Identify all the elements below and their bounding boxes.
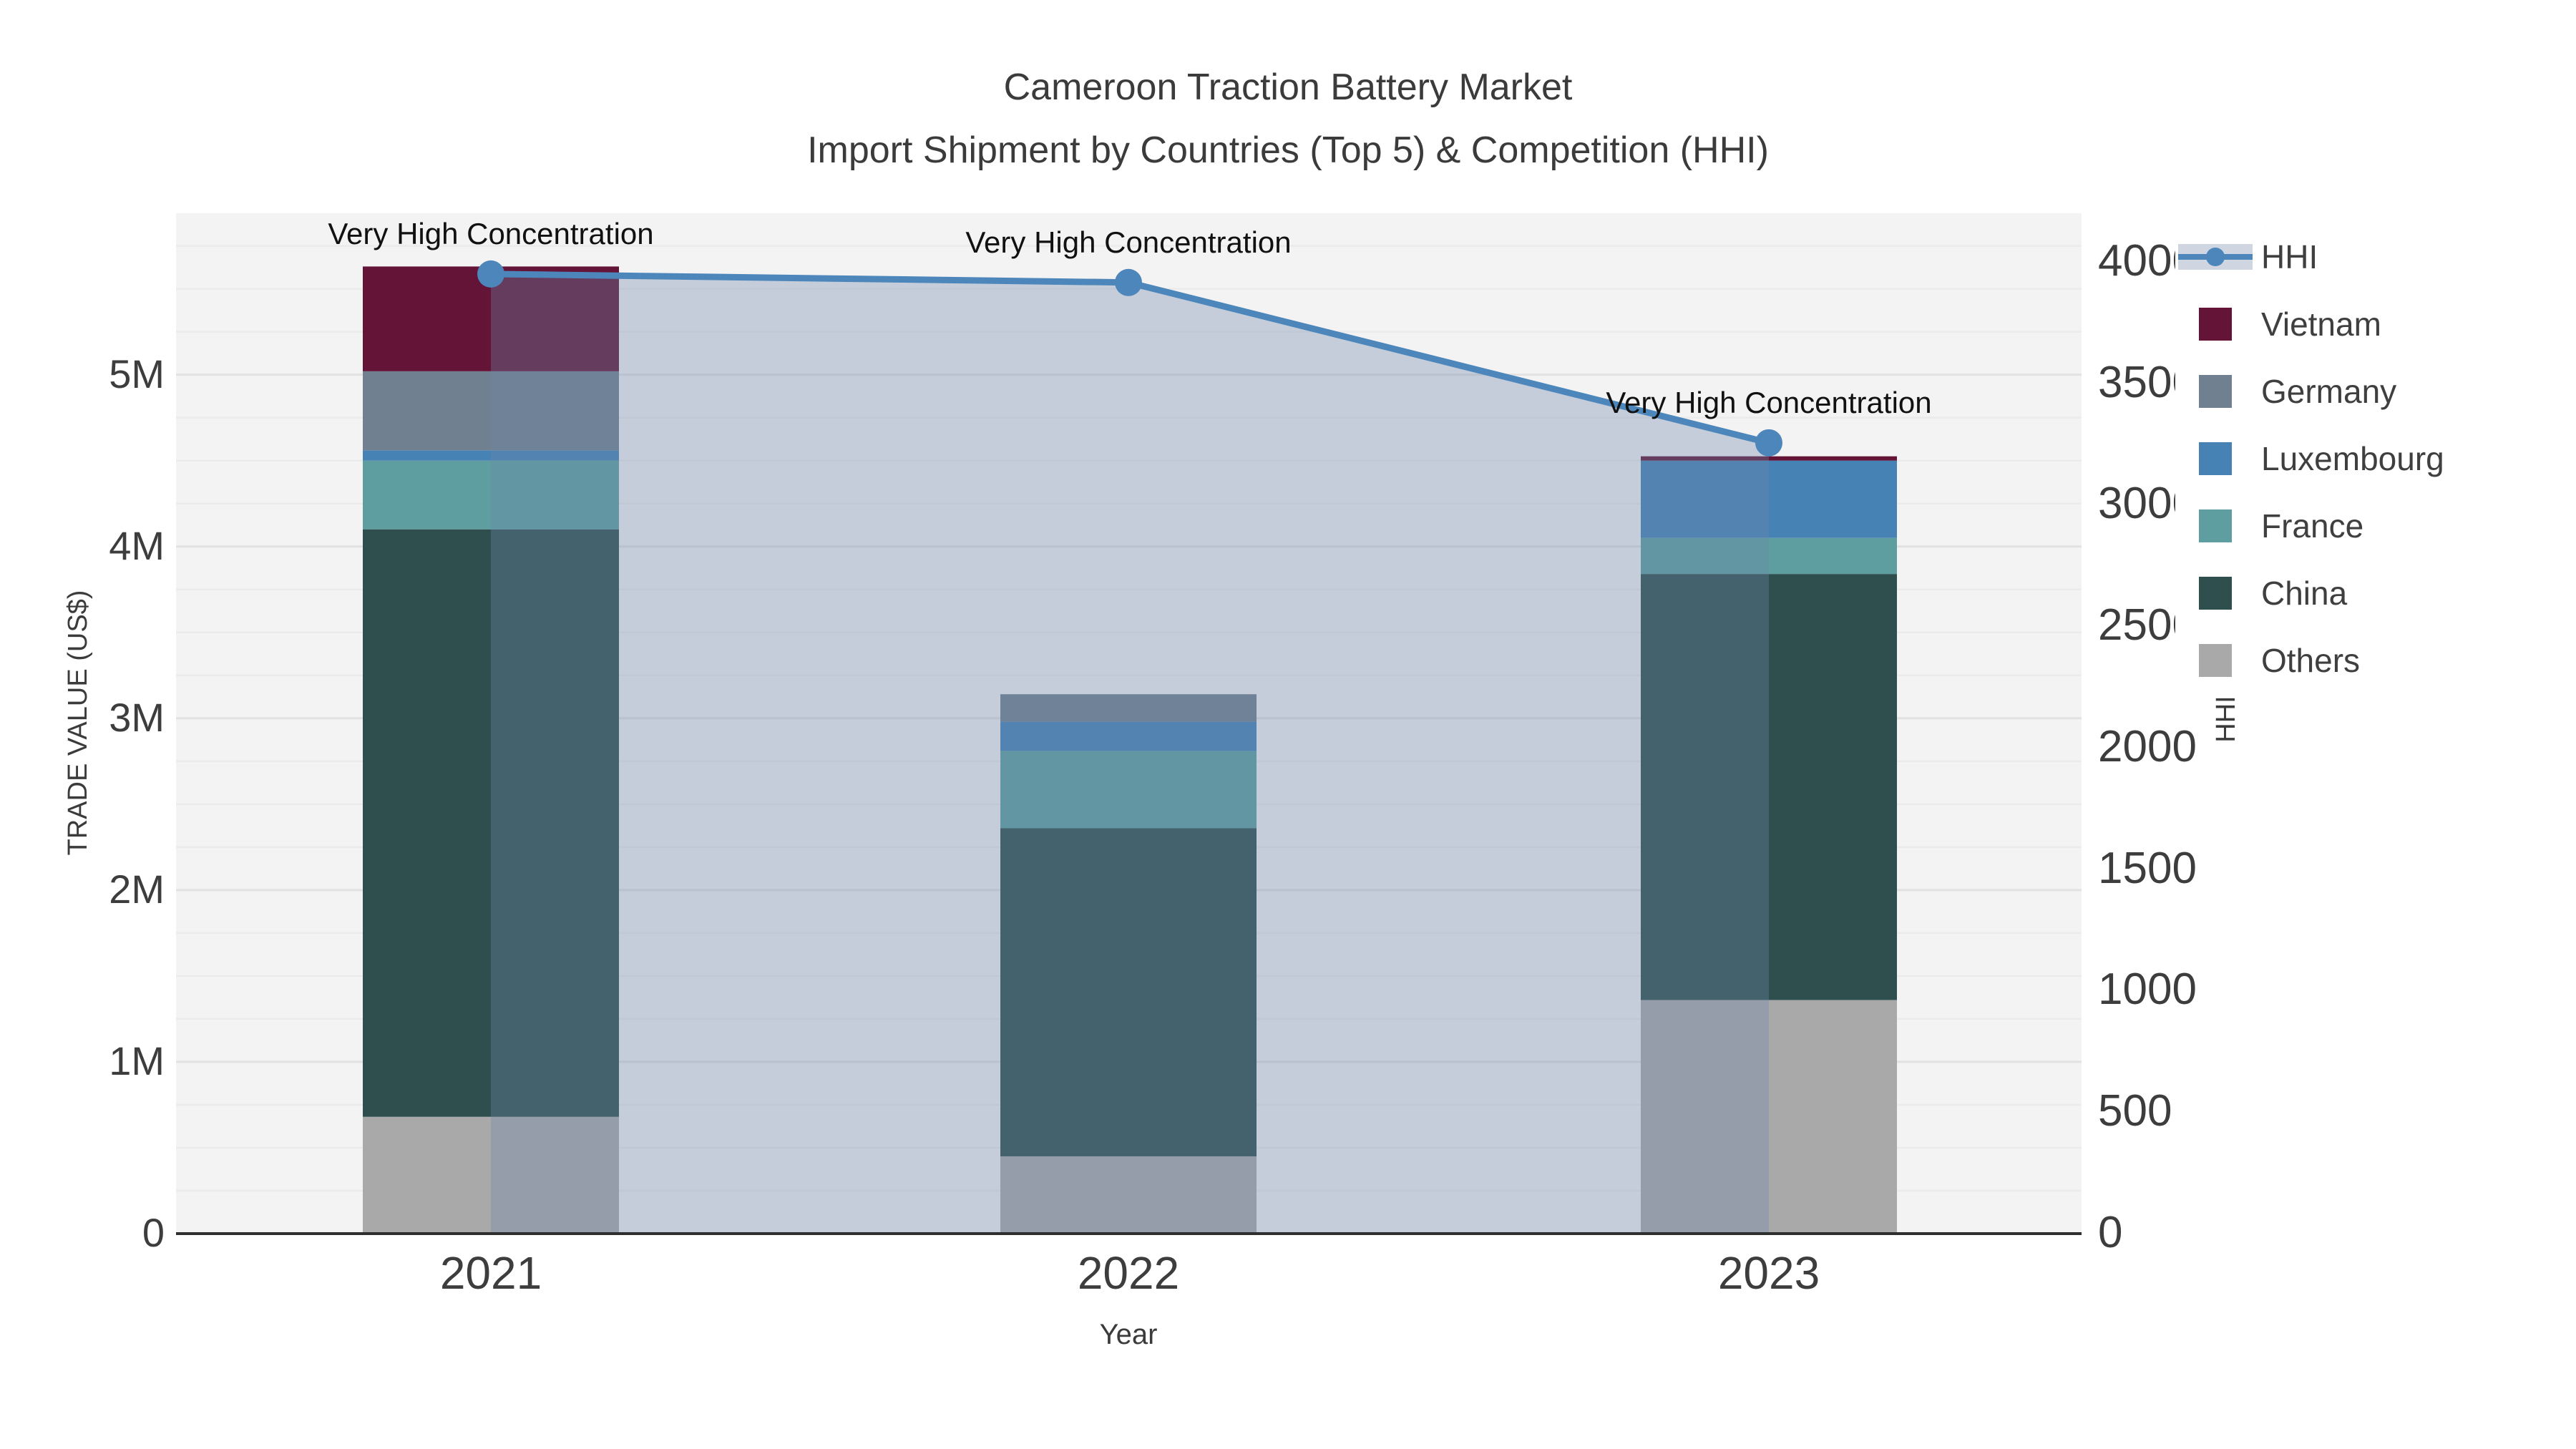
legend-label: Luxembourg bbox=[2261, 440, 2444, 477]
china-swatch bbox=[2175, 577, 2255, 610]
y-axis-left-title: TRADE VALUE (US$) bbox=[63, 590, 93, 856]
chart-title-line1: Cameroon Traction Battery Market bbox=[1003, 67, 1573, 108]
hhi-line-swatch bbox=[2175, 244, 2255, 270]
legend-item-france[interactable]: France bbox=[2175, 492, 2565, 560]
germany-swatch bbox=[2175, 375, 2255, 408]
chart-title-line2: Import Shipment by Countries (Top 5) & C… bbox=[807, 130, 1769, 171]
annotation-2022: Very High Concentration bbox=[965, 225, 1292, 259]
legend: HHI Vietnam Germany Luxembourg France Ch… bbox=[2175, 223, 2565, 694]
france-swatch bbox=[2175, 509, 2255, 542]
legend-label: China bbox=[2261, 575, 2348, 612]
legend-item-vietnam[interactable]: Vietnam bbox=[2175, 291, 2565, 358]
legend-label: Others bbox=[2261, 642, 2361, 679]
legend-item-others[interactable]: Others bbox=[2175, 627, 2565, 694]
chart-title: Cameroon Traction Battery Market Import … bbox=[0, 56, 2576, 182]
legend-label: Vietnam bbox=[2261, 306, 2381, 343]
legend-label: HHI bbox=[2261, 238, 2318, 275]
luxembourg-swatch bbox=[2175, 442, 2255, 475]
x-axis-title: Year bbox=[1099, 1319, 1158, 1350]
annotation-2023: Very High Concentration bbox=[1606, 385, 1932, 419]
legend-label: Germany bbox=[2261, 373, 2397, 410]
legend-label: France bbox=[2261, 507, 2364, 545]
legend-item-luxembourg[interactable]: Luxembourg bbox=[2175, 425, 2565, 492]
annotation-2021: Very High Concentration bbox=[328, 216, 654, 250]
legend-item-hhi[interactable]: HHI bbox=[2175, 223, 2565, 291]
legend-item-china[interactable]: China bbox=[2175, 560, 2565, 627]
vietnam-swatch bbox=[2175, 308, 2255, 341]
legend-item-germany[interactable]: Germany bbox=[2175, 358, 2565, 425]
y-axis-right-title: HHI bbox=[2211, 696, 2241, 743]
others-swatch bbox=[2175, 644, 2255, 677]
